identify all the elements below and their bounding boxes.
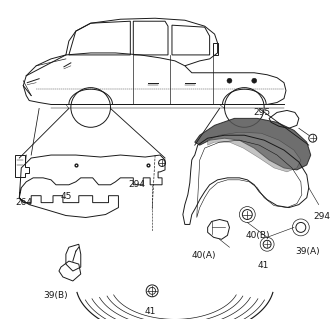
Text: 294: 294: [314, 212, 331, 220]
Text: 264: 264: [15, 198, 32, 207]
Text: 40(B): 40(B): [245, 231, 270, 240]
Text: 39(A): 39(A): [295, 247, 320, 256]
Circle shape: [227, 78, 232, 83]
Circle shape: [252, 78, 257, 83]
Text: 45: 45: [61, 192, 72, 201]
Text: 41: 41: [257, 261, 268, 270]
Text: 295: 295: [253, 108, 270, 117]
Text: 39(B): 39(B): [43, 291, 68, 300]
Text: 294: 294: [128, 180, 145, 189]
Polygon shape: [195, 118, 311, 170]
Text: 40(A): 40(A): [192, 251, 216, 260]
Polygon shape: [208, 132, 301, 172]
Text: 41: 41: [144, 307, 156, 316]
